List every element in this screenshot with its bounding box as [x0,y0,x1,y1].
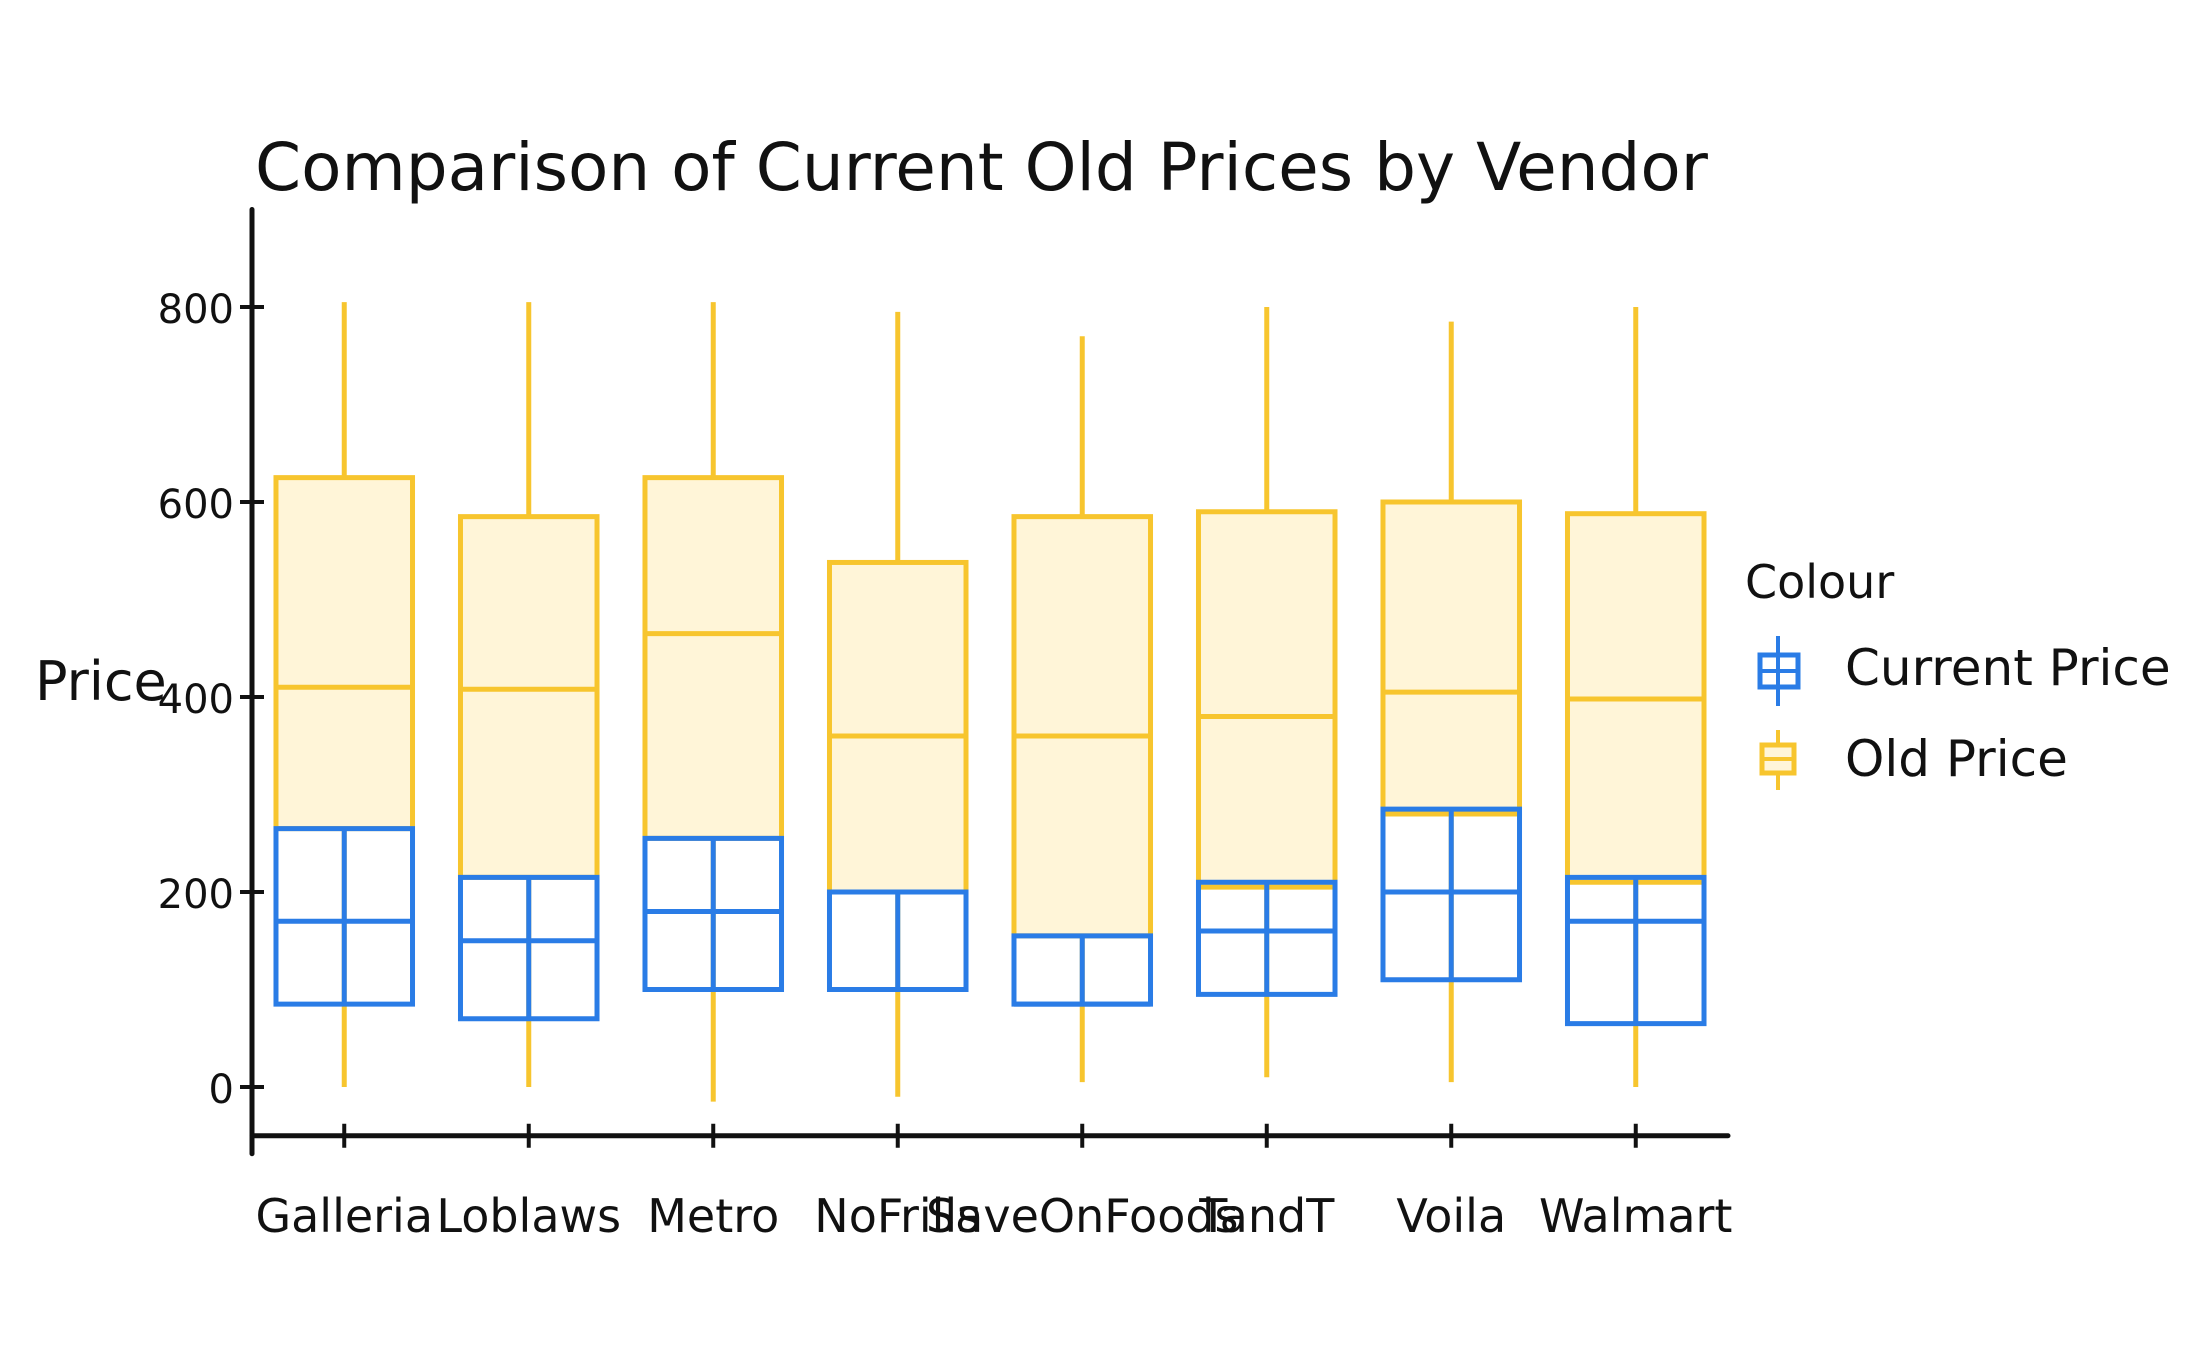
old-price-box-6 [1380,499,1523,817]
legend: Colour Current Price Old Price [1745,555,2171,790]
legend-current-price-label: Current Price [1845,639,2171,697]
y-tick-label-0: 0 [209,1067,234,1113]
y-tick-label-600: 600 [158,482,234,528]
y-tick-label-400: 400 [158,677,234,723]
current-price-box-0 [273,826,416,1007]
x-tick-label-1: Loblaws [436,1189,621,1243]
x-tick-label-4: SaveOnFoods [926,1189,1239,1243]
current-price-box-7 [1564,874,1707,1027]
x-tick-label-0: Galleria [255,1189,433,1243]
x-tick-labels: Galleria Loblaws Metro NoFrillsSaveOnFoodsT… [255,1123,1732,1243]
x-tick-label-5: TandT [1198,1189,1335,1243]
old-price-box-4 [1011,514,1154,939]
x-tick-label-6: Voila [1396,1189,1506,1243]
x-tick-label-2: Metro [647,1189,779,1243]
old-price-box-5 [1195,509,1338,890]
y-tick-label-800: 800 [158,287,234,333]
old-price-box-1 [457,514,600,880]
chart-title: Comparison of Current Old Prices by Vend… [255,129,1709,206]
current-price-box-1 [457,874,600,1022]
old-price-box-2 [642,475,785,841]
legend-item-old-price: Old Price [1759,730,2068,790]
y-axis-label: Price [35,650,167,713]
old-price-box-0 [273,475,416,832]
old-price-box-3 [826,559,969,895]
x-tick-label-3: NoFrills [814,1189,981,1243]
current-price-boxes [273,806,1707,1027]
legend-old-price-label: Old Price [1845,730,2068,788]
axes: 0 200 400 600 800 [158,207,1731,1157]
y-tick-label-200: 200 [158,872,234,918]
legend-item-current-price: Current Price [1757,636,2171,706]
current-price-box-5 [1195,879,1338,997]
legend-title: Colour [1745,555,1894,609]
x-tick-label-7: Walmart [1539,1189,1732,1243]
